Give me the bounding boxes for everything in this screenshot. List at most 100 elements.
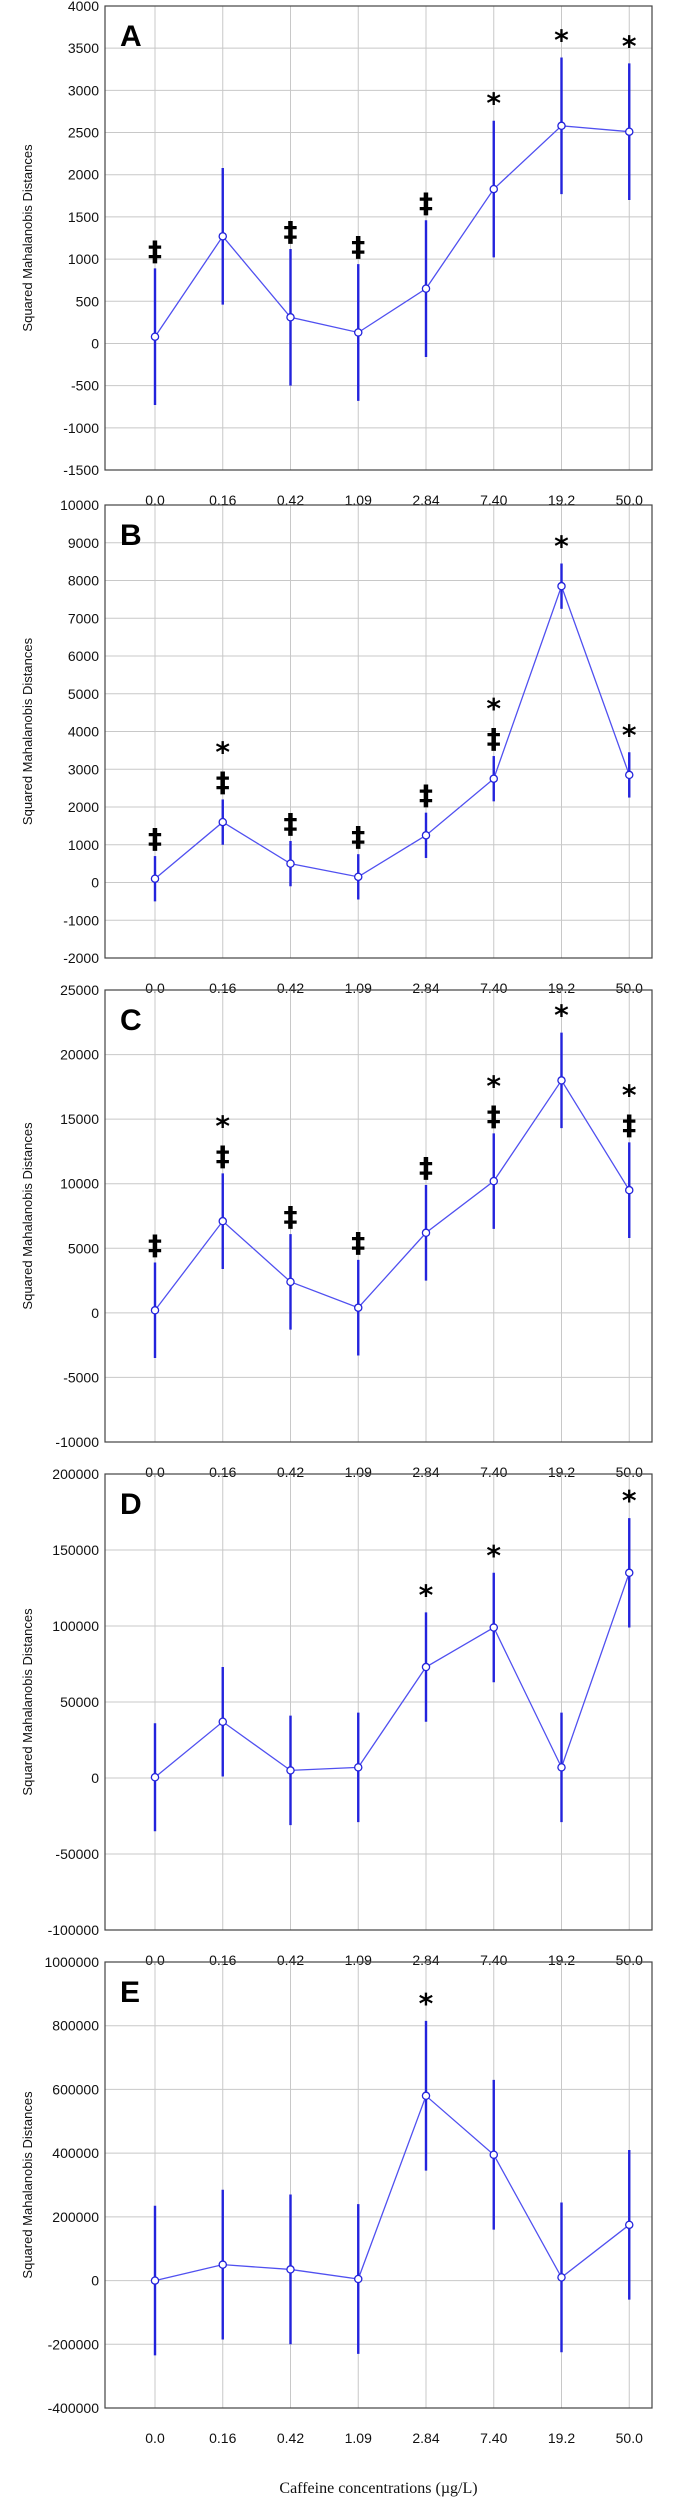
x-tick-label: 0.0 bbox=[145, 2430, 165, 2446]
significance-double-dagger: ‡ bbox=[419, 1151, 433, 1184]
data-point bbox=[218, 2260, 227, 2269]
x-tick-label: 0.42 bbox=[277, 492, 304, 508]
data-point bbox=[625, 1568, 634, 1578]
series-line bbox=[154, 125, 630, 338]
plot-frame bbox=[104, 5, 653, 471]
y-tick-label: 2000 bbox=[68, 799, 99, 815]
data-point bbox=[489, 2150, 498, 2159]
x-tick-label: 0.16 bbox=[209, 980, 236, 996]
y-tick-label: -1000 bbox=[63, 420, 99, 436]
x-tick-label: 0.42 bbox=[277, 2430, 304, 2446]
data-point bbox=[286, 313, 295, 322]
y-tick-label: 15000 bbox=[60, 1111, 99, 1127]
significance-double-dagger: ‡ bbox=[216, 765, 230, 798]
y-tick-label: 0 bbox=[91, 335, 99, 351]
significance-double-dagger: ‡ bbox=[148, 1228, 162, 1261]
data-point bbox=[353, 1763, 363, 1772]
y-tick-label: 1000000 bbox=[44, 1954, 99, 1970]
series-line bbox=[154, 1572, 630, 1778]
plot-frame bbox=[104, 989, 653, 1443]
x-tick-label: 19.2 bbox=[548, 980, 575, 996]
data-point bbox=[625, 1185, 634, 1195]
significance-double-dagger: ‡ bbox=[419, 186, 433, 219]
x-tick-label: 7.40 bbox=[480, 1952, 507, 1968]
y-tick-label: 400000 bbox=[52, 2145, 99, 2161]
y-tick-label: 8000 bbox=[68, 573, 99, 589]
y-tick-label: 1000 bbox=[68, 251, 99, 267]
x-tick-label: 0.16 bbox=[209, 492, 236, 508]
x-tick-label: 0.0 bbox=[145, 1952, 165, 1968]
y-tick-label: 5000 bbox=[68, 1240, 99, 1256]
significance-double-dagger: ‡ bbox=[284, 1200, 298, 1233]
x-tick-label: 7.40 bbox=[480, 1464, 507, 1480]
y-tick-label: 0 bbox=[91, 875, 99, 891]
y-tick-label: 9000 bbox=[68, 535, 99, 551]
y-axis-label: Squared Mahalanobis Distances bbox=[20, 1122, 35, 1310]
y-axis-label: Squared Mahalanobis Distances bbox=[20, 637, 35, 825]
panel-letter: D bbox=[120, 1488, 142, 1521]
significance-double-dagger: ‡ bbox=[351, 1226, 365, 1259]
panel-letter: E bbox=[120, 1976, 140, 2009]
data-point bbox=[353, 328, 363, 337]
y-axis-label: Squared Mahalanobis Distances bbox=[20, 2091, 35, 2279]
y-tick-label: 3000 bbox=[68, 82, 99, 98]
y-axis-label: Squared Mahalanobis Distances bbox=[20, 144, 35, 332]
data-point bbox=[557, 121, 566, 131]
significance-asterisk: * bbox=[486, 87, 501, 120]
data-point bbox=[150, 332, 160, 341]
significance-double-dagger: ‡ bbox=[284, 215, 298, 248]
y-tick-label: 5000 bbox=[68, 686, 99, 702]
panel-letter: B bbox=[120, 519, 142, 552]
x-tick-label: 0.0 bbox=[145, 1464, 165, 1480]
x-tick-label: 19.2 bbox=[548, 1952, 575, 1968]
data-point bbox=[557, 1076, 566, 1085]
significance-double-dagger: ‡ bbox=[216, 1139, 230, 1172]
y-tick-label: 0 bbox=[91, 1305, 99, 1321]
y-tick-label: 2000 bbox=[68, 167, 99, 183]
x-tick-label: 0.0 bbox=[145, 980, 165, 996]
y-tick-label: 4000 bbox=[68, 724, 99, 740]
data-point bbox=[286, 859, 295, 868]
significance-asterisk: * bbox=[419, 1987, 434, 2020]
data-point bbox=[625, 2220, 634, 2230]
significance-asterisk: * bbox=[622, 718, 637, 751]
y-tick-label: 25000 bbox=[60, 982, 99, 998]
x-tick-label: 0.16 bbox=[209, 2430, 236, 2446]
x-tick-label: 0.42 bbox=[277, 980, 304, 996]
y-tick-label: 1500 bbox=[68, 209, 99, 225]
x-tick-label: 19.2 bbox=[548, 2430, 575, 2446]
y-tick-label: -50000 bbox=[55, 1846, 99, 1862]
significance-double-dagger: ‡ bbox=[487, 722, 501, 755]
y-tick-label: 150000 bbox=[52, 1542, 99, 1558]
panel-e: -400000 -200000 0 200000 400000 600000 800000 1… bbox=[20, 1954, 653, 2497]
x-tick-label: 0.42 bbox=[277, 1464, 304, 1480]
data-point bbox=[353, 872, 363, 882]
data-point bbox=[421, 284, 431, 293]
data-point bbox=[421, 831, 431, 840]
significance-double-dagger: ‡ bbox=[148, 822, 162, 855]
data-point bbox=[353, 1303, 363, 1312]
x-tick-label: 1.09 bbox=[345, 1464, 372, 1480]
data-point bbox=[150, 2276, 160, 2285]
x-tick-label: 1.09 bbox=[345, 980, 372, 996]
plot-frame bbox=[104, 504, 653, 959]
plot-frame bbox=[104, 1473, 653, 1931]
x-tick-label: 0.16 bbox=[209, 1952, 236, 1968]
data-point bbox=[489, 1176, 498, 1186]
data-point bbox=[286, 1277, 295, 1287]
y-tick-label: 0 bbox=[91, 2273, 99, 2289]
y-tick-label: 20000 bbox=[60, 1047, 99, 1063]
data-point bbox=[421, 1662, 431, 1672]
data-point bbox=[625, 770, 634, 780]
x-tick-label: 1.09 bbox=[345, 2430, 372, 2446]
y-axis-label: Squared Mahalanobis Distances bbox=[20, 1608, 35, 1796]
data-point bbox=[218, 1216, 227, 1226]
data-point bbox=[218, 1717, 227, 1727]
x-tick-label: 0.16 bbox=[209, 1464, 236, 1480]
x-tick-label: 2.84 bbox=[412, 2430, 439, 2446]
y-tick-label: 200000 bbox=[52, 1466, 99, 1482]
data-point bbox=[557, 1763, 566, 1772]
panel-a: -1500 -1000 -500 0 500 1000 1500 2000 2500 3000 35… bbox=[20, 0, 653, 508]
significance-asterisk: * bbox=[215, 735, 230, 768]
